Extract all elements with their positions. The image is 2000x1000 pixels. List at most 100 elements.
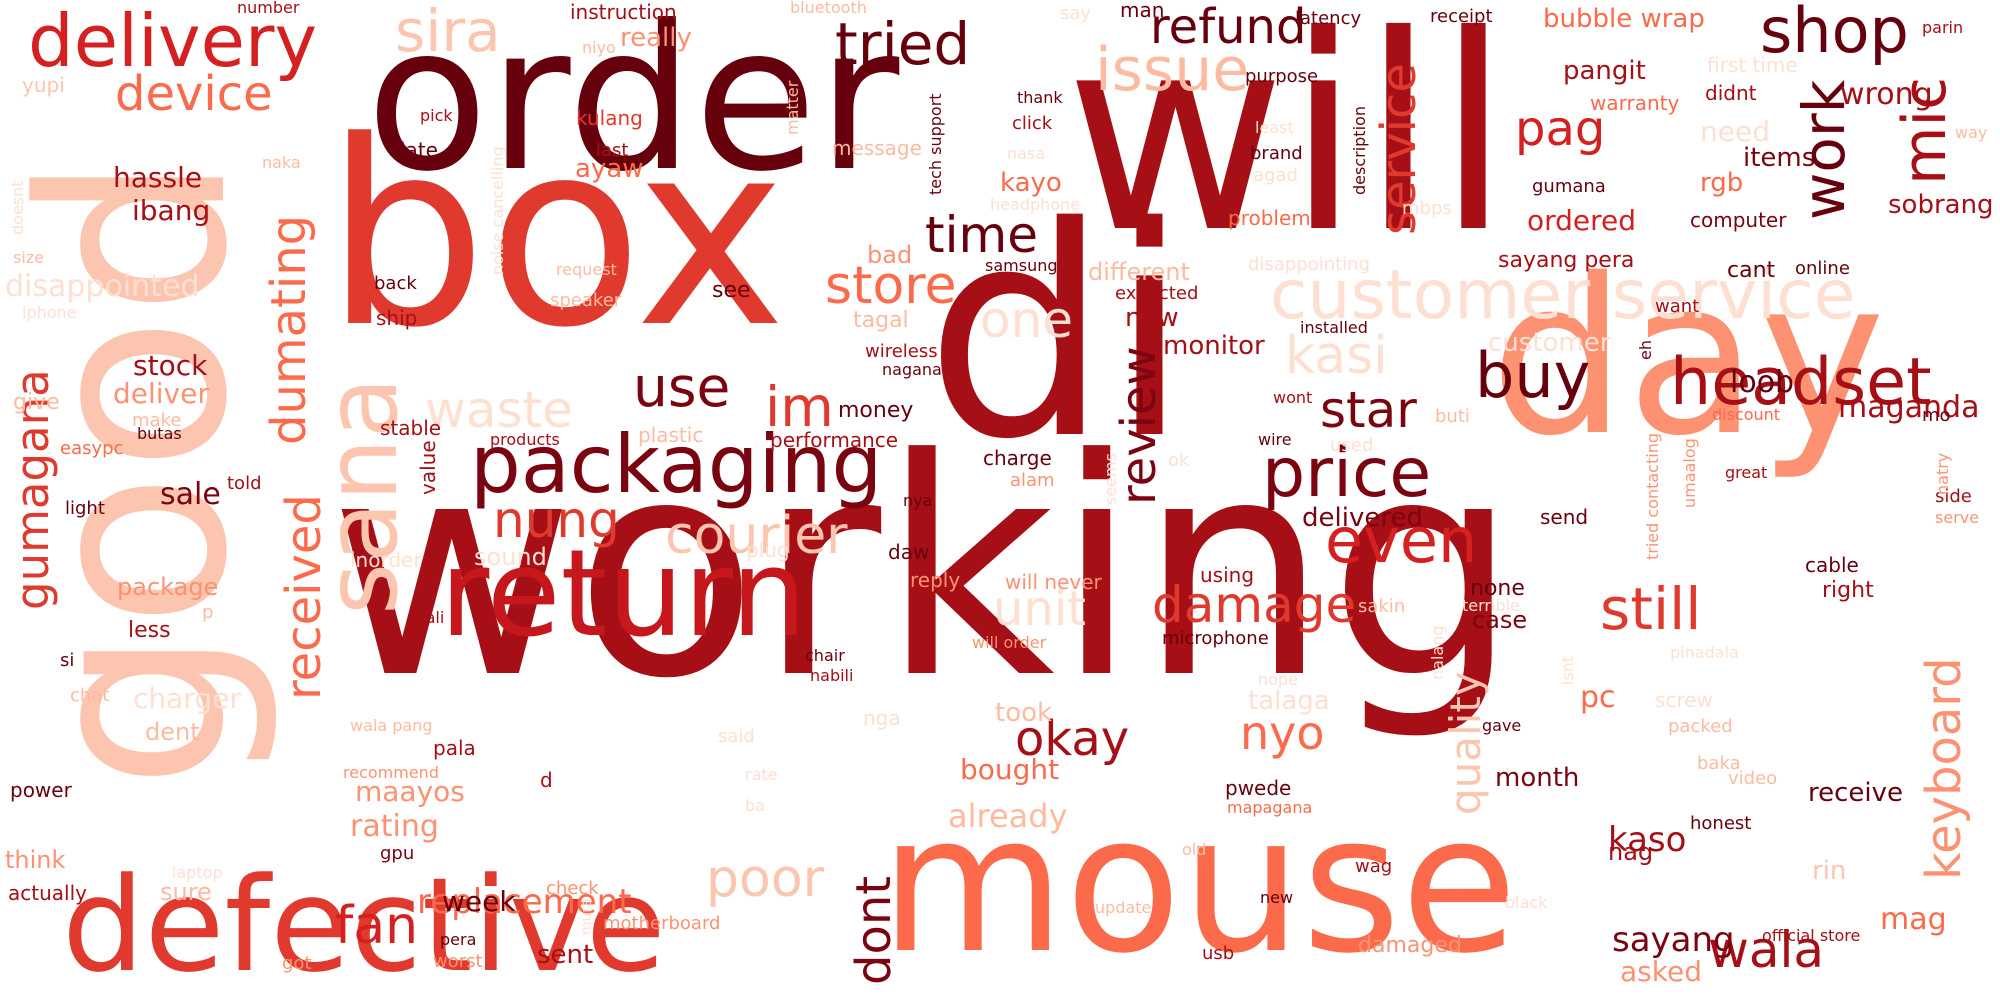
word-talaga: talaga [1248, 686, 1330, 716]
word-got: got [282, 953, 312, 974]
word-screw: screw [1655, 688, 1713, 712]
word-think: think [5, 846, 66, 874]
word-waste: waste [425, 381, 573, 439]
word-click: click [1012, 113, 1053, 134]
word-send: send [1540, 505, 1589, 529]
word-installed: installed [1300, 318, 1368, 337]
word-nya: nya [903, 491, 933, 510]
word-month: month [1495, 763, 1580, 793]
word-will: will [1065, 0, 1511, 292]
word-si: si [60, 650, 75, 671]
word-used: used [1330, 435, 1374, 456]
word-seems: seems [1101, 453, 1120, 505]
word-see: see [712, 278, 751, 303]
word-keyboard: keyboard [1916, 657, 1972, 880]
word-noise-cancelling: noise cancelling [488, 146, 507, 275]
word-working: working [329, 395, 1519, 744]
word-disappointing: disappointing [1248, 254, 1371, 275]
word-will-never: will never [1005, 570, 1102, 594]
word-p: p [202, 602, 214, 623]
word-took: took [995, 698, 1053, 728]
word-first-time: first time [1707, 53, 1798, 77]
word-sure: sure [160, 878, 212, 906]
word-right: right [1822, 578, 1874, 603]
word-mbps: mbps [1402, 198, 1452, 219]
word-maganda: maganda [1838, 390, 1980, 425]
word-dent: dent [145, 718, 200, 746]
word-back: back [374, 273, 417, 294]
word-update: update [1095, 898, 1152, 917]
word-parin: parin [1922, 18, 1964, 37]
word-store: store [825, 256, 957, 316]
word-maayos: maayos [355, 775, 465, 808]
word-great: great [1725, 463, 1768, 482]
word-say: say [1060, 3, 1092, 24]
word-receive: receive [1808, 778, 1904, 808]
word-headset: headset [1670, 345, 1932, 420]
word-rin: rin [1812, 856, 1847, 886]
word-samsung: samsung [985, 256, 1058, 275]
word-problem: problem [1228, 206, 1311, 230]
word-nag: nag [1608, 838, 1654, 866]
word-easypc: easypc [60, 438, 124, 459]
word-disappointed: disappointed [5, 269, 200, 304]
word-really: really [620, 23, 692, 53]
word-still: still [1600, 575, 1702, 643]
word-issue: issue [1095, 35, 1250, 105]
word-gumana: gumana [1532, 176, 1606, 197]
word-butas: butas [137, 424, 182, 443]
word-doesnt: doesnt [8, 180, 27, 235]
word-thank: thank [1017, 88, 1063, 107]
word-sira: sira [395, 0, 501, 65]
word-gave: gave [1482, 716, 1522, 735]
word-nyo: nyo [1240, 706, 1325, 760]
word-package: package [117, 573, 219, 601]
word-nga: nga [863, 706, 901, 730]
word-pala: pala [433, 736, 476, 760]
word-laptop: laptop [172, 863, 223, 882]
word-want: want [1655, 296, 1700, 317]
word-ordered: ordered [1527, 204, 1637, 237]
word-sent: sent [537, 940, 594, 970]
word-nasa: nasa [1007, 144, 1046, 163]
word-kasi: kasi [1285, 326, 1388, 386]
word-damage: damage [1152, 576, 1357, 634]
word-speaker: speaker [550, 290, 622, 311]
word-mali: mali [410, 608, 445, 627]
word-cant: cant [1727, 258, 1776, 283]
word-eh: eh [1636, 340, 1655, 360]
word-sale: sale [160, 477, 221, 512]
word-baka: baka [1697, 753, 1741, 774]
word-didnt: didnt [1705, 81, 1757, 105]
word-products: products [490, 430, 560, 449]
word-way: way [1955, 123, 1988, 142]
word-bluetooth: bluetooth [790, 0, 867, 17]
word-bubble-wrap: bubble wrap [1543, 4, 1705, 34]
word-pwede: pwede [1225, 776, 1292, 800]
word-warranty: warranty [1590, 91, 1680, 115]
word-week: week [442, 885, 516, 918]
word-wire: wire [1258, 430, 1292, 449]
word-d: d [540, 768, 553, 792]
word-packed: packed [1668, 716, 1733, 737]
word-kayo: kayo [1000, 168, 1062, 198]
word-said: said [718, 726, 755, 747]
word-return: return [440, 525, 807, 664]
word-new: new [1260, 888, 1294, 907]
word-im: im [765, 375, 834, 439]
word-wala-pang: wala pang [350, 716, 433, 735]
word-rate: rate [745, 765, 778, 784]
word-side: side [1935, 486, 1972, 507]
word-light: light [65, 498, 105, 519]
word-pag: pag [1515, 101, 1606, 157]
word-give: give [13, 390, 60, 415]
word-bought: bought [960, 753, 1060, 786]
word-terrible: terrible [1462, 596, 1520, 615]
word-official-store: official store [1762, 926, 1861, 945]
word-tagal: tagal [853, 308, 909, 333]
word-stock: stock [133, 349, 208, 382]
word-defective: defective [62, 849, 666, 1000]
word-refund: refund [1150, 0, 1307, 55]
word-already: already [948, 797, 1068, 835]
